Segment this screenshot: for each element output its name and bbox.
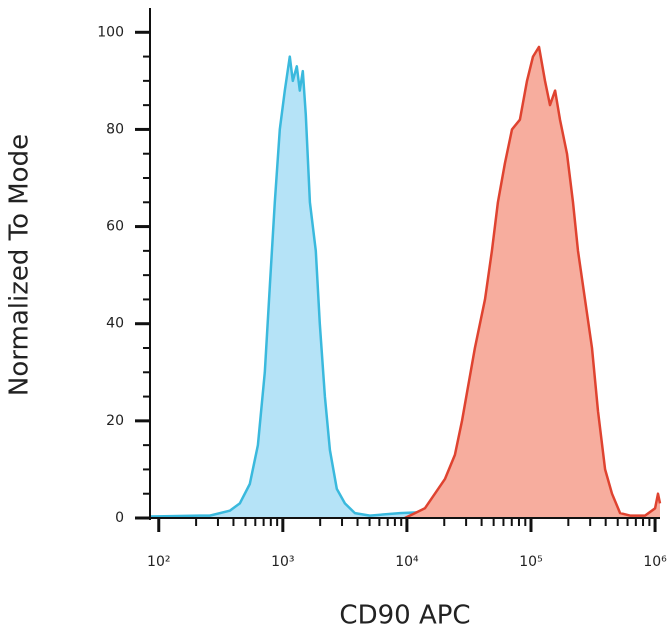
y-tick-label: 0 (115, 510, 124, 526)
y-tick-label: 60 (106, 219, 124, 235)
x-tick-label: 10⁴ (395, 554, 419, 570)
x-tick-label: 10² (147, 554, 170, 570)
area-fill (404, 46, 660, 519)
x-tick-label: 10⁵ (519, 554, 542, 570)
series-line (404, 45, 662, 520)
y-tick-label: 80 (106, 121, 124, 137)
y-tick-label: 40 (106, 316, 124, 332)
y-tick-label: 20 (106, 413, 124, 429)
series-line (149, 55, 660, 518)
x-axis-title: CD90 APC (339, 601, 470, 631)
y-axis-title: Normalized To Mode (5, 134, 35, 396)
x-tick-label: 10³ (271, 554, 294, 570)
y-tick-label: 100 (97, 24, 124, 40)
x-tick-label: 10⁶ (643, 554, 667, 570)
